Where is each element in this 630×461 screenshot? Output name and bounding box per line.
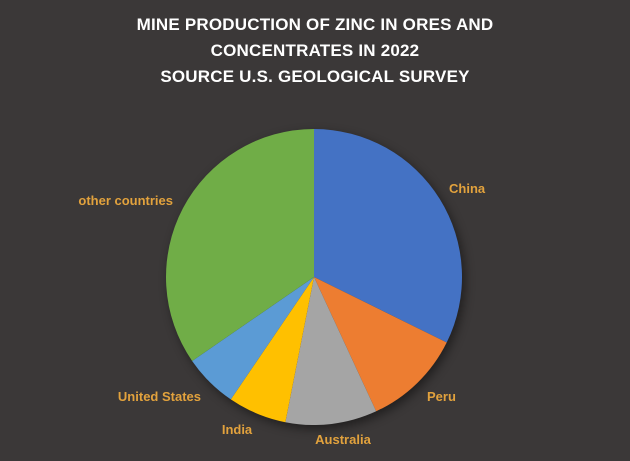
chart-title: MINE PRODUCTION OF ZINC IN ORES AND CONC… [0,12,630,90]
slice-label-australia: Australia [315,432,371,447]
slice-label-china: China [449,181,486,196]
pie-slice-china [314,129,462,343]
slice-label-united-states: United States [118,389,201,404]
chart-title-line-3: SOURCE U.S. GEOLOGICAL SURVEY [160,67,470,86]
pie-slice-india [230,277,314,423]
pie-slice-labels: China Peru Australia India United States… [78,181,486,447]
chart-title-line-1: MINE PRODUCTION OF ZINC IN ORES AND [136,15,494,34]
pie-slice-united-states [192,277,314,400]
chart-title-line-2: CONCENTRATES IN 2022 [210,41,420,60]
pie-slice-australia [285,277,377,425]
pie-slice-peru [314,277,447,412]
slice-label-other-countries: other countries [78,193,173,208]
slice-label-india: India [222,422,253,437]
slice-label-peru: Peru [427,389,456,404]
pie-slice-other-countries [165,129,314,361]
pie-slices [165,129,462,425]
